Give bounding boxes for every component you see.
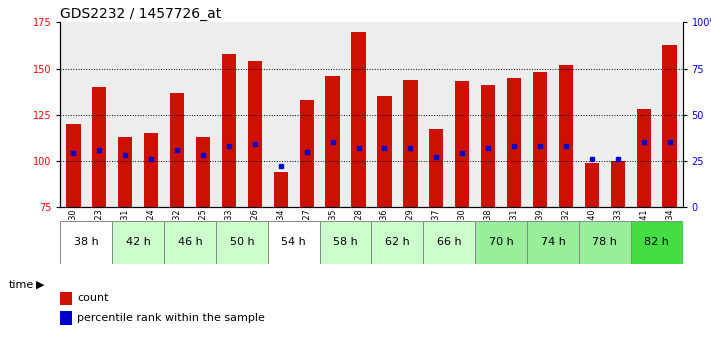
Text: GDS2232 / 1457726_at: GDS2232 / 1457726_at [60, 7, 222, 21]
Bar [66, 124, 80, 207]
Bar [196, 137, 210, 207]
Bar [501, 22, 527, 207]
Bar [299, 100, 314, 207]
Bar [584, 163, 599, 207]
Bar [112, 22, 138, 207]
Bar [397, 22, 423, 207]
Bar [346, 22, 371, 207]
Text: 38 h: 38 h [74, 237, 99, 247]
Bar [320, 22, 346, 207]
Bar [481, 85, 496, 207]
Bar [247, 61, 262, 207]
Bar [118, 137, 132, 207]
Bar [351, 32, 365, 207]
Bar [274, 172, 288, 207]
Bar [320, 221, 371, 264]
Bar [60, 22, 86, 207]
Bar [144, 133, 159, 207]
Bar [216, 221, 268, 264]
Bar [112, 221, 164, 264]
Bar [611, 161, 625, 207]
Bar [423, 22, 449, 207]
Text: 78 h: 78 h [592, 237, 617, 247]
Bar [326, 76, 340, 207]
Bar [579, 22, 605, 207]
Bar [222, 54, 236, 207]
Text: 46 h: 46 h [178, 237, 203, 247]
Bar [268, 221, 320, 264]
Text: 54 h: 54 h [282, 237, 306, 247]
Bar [423, 221, 475, 264]
Text: 74 h: 74 h [540, 237, 565, 247]
Text: count: count [77, 294, 109, 303]
Bar [527, 221, 579, 264]
Text: 82 h: 82 h [644, 237, 669, 247]
Bar [92, 87, 107, 207]
Text: 62 h: 62 h [385, 237, 410, 247]
Text: ▶: ▶ [36, 280, 44, 289]
Text: percentile rank within the sample: percentile rank within the sample [77, 313, 265, 323]
Bar [455, 81, 469, 207]
Text: 58 h: 58 h [333, 237, 358, 247]
Bar [533, 72, 547, 207]
Bar [138, 22, 164, 207]
Bar [475, 22, 501, 207]
Bar [507, 78, 521, 207]
Bar [378, 96, 392, 207]
Bar [294, 22, 320, 207]
Bar [190, 22, 216, 207]
Bar [657, 22, 683, 207]
Bar [553, 22, 579, 207]
Bar [216, 22, 242, 207]
Bar [170, 92, 184, 207]
Bar [631, 221, 683, 264]
Bar [636, 109, 651, 207]
Text: 66 h: 66 h [437, 237, 461, 247]
Text: 42 h: 42 h [126, 237, 151, 247]
Text: 70 h: 70 h [488, 237, 513, 247]
Bar [663, 45, 677, 207]
Bar [559, 65, 573, 207]
Bar [164, 22, 190, 207]
Text: 50 h: 50 h [230, 237, 255, 247]
Bar [631, 22, 657, 207]
Bar [86, 22, 112, 207]
Bar [403, 80, 417, 207]
Bar [371, 22, 397, 207]
Bar [579, 221, 631, 264]
Bar [605, 22, 631, 207]
Bar [527, 22, 553, 207]
Bar [242, 22, 268, 207]
Bar [371, 221, 423, 264]
Bar [429, 129, 444, 207]
Bar [475, 221, 527, 264]
Bar [449, 22, 475, 207]
Text: time: time [9, 280, 34, 289]
Bar [60, 221, 112, 264]
Bar [268, 22, 294, 207]
Bar [164, 221, 216, 264]
